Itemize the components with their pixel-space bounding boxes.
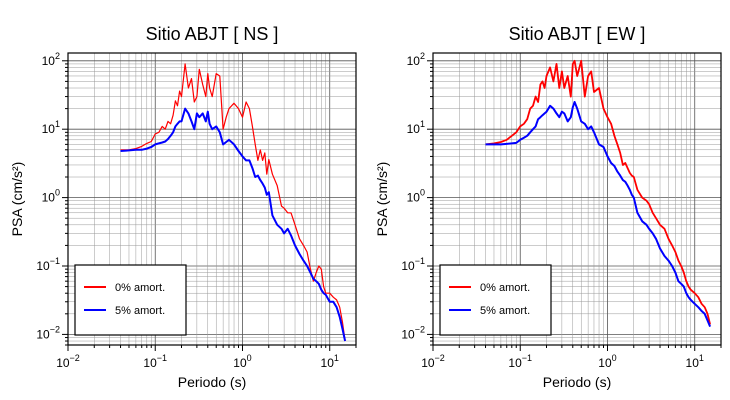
series-line-damped — [120, 107, 347, 342]
x-tick-label: 10−2 — [421, 353, 445, 370]
x-tick-label: 100 — [598, 353, 616, 370]
y-tick-label: 100 — [407, 188, 425, 205]
legend-label: 5% amort. — [115, 305, 165, 317]
series-line-damped — [485, 101, 712, 327]
y-tick-label: 101 — [42, 119, 60, 136]
x-tick-label: 101 — [321, 353, 339, 370]
axis-ticks — [427, 60, 722, 351]
chart-panel-2: Sitio ABJT [ EW ] 10−2 10−1 100 101 10−2 10−1 1… — [374, 24, 722, 390]
chart-panel-1: Sitio ABJT [ NS ] 10−2 10−1 100 101 10−2 10−1 1… — [9, 24, 357, 390]
series-line-undamped — [485, 59, 711, 325]
y-tick-label: 100 — [42, 188, 60, 205]
x-tick-label: 10−2 — [56, 353, 80, 370]
chart-title: Sitio ABJT [ NS ] — [146, 24, 279, 44]
x-tick-label: 101 — [686, 353, 704, 370]
plot-frame — [67, 52, 357, 346]
legend: 0% amort. 5% amort. — [74, 264, 187, 336]
x-tick-label: 10−1 — [143, 353, 167, 370]
y-tick-label: 102 — [42, 51, 60, 68]
legend-box — [439, 264, 552, 336]
y-axis-label: PSA (cm/s²) — [374, 162, 390, 237]
x-axis-label: Periodo (s) — [178, 374, 246, 390]
plot-frame — [432, 52, 722, 346]
y-tick-label: 10−2 — [401, 324, 425, 341]
y-tick-label: 102 — [407, 51, 425, 68]
y-axis-label: PSA (cm/s²) — [9, 162, 25, 237]
y-tick-label: 10−2 — [36, 324, 60, 341]
chart-title: Sitio ABJT [ EW ] — [509, 24, 646, 44]
legend-label: 5% amort. — [480, 305, 530, 317]
x-tick-label: 10−1 — [508, 353, 532, 370]
y-tick-label: 10−1 — [401, 256, 425, 273]
y-tick-label: 10−1 — [36, 256, 60, 273]
legend: 0% amort. 5% amort. — [439, 264, 552, 336]
legend-label: 0% amort. — [115, 282, 165, 294]
y-tick-label: 101 — [407, 119, 425, 136]
axis-ticks — [62, 60, 357, 351]
legend-label: 0% amort. — [480, 282, 530, 294]
x-tick-label: 100 — [233, 353, 251, 370]
legend-box — [74, 264, 187, 336]
x-axis-label: Periodo (s) — [543, 374, 611, 390]
